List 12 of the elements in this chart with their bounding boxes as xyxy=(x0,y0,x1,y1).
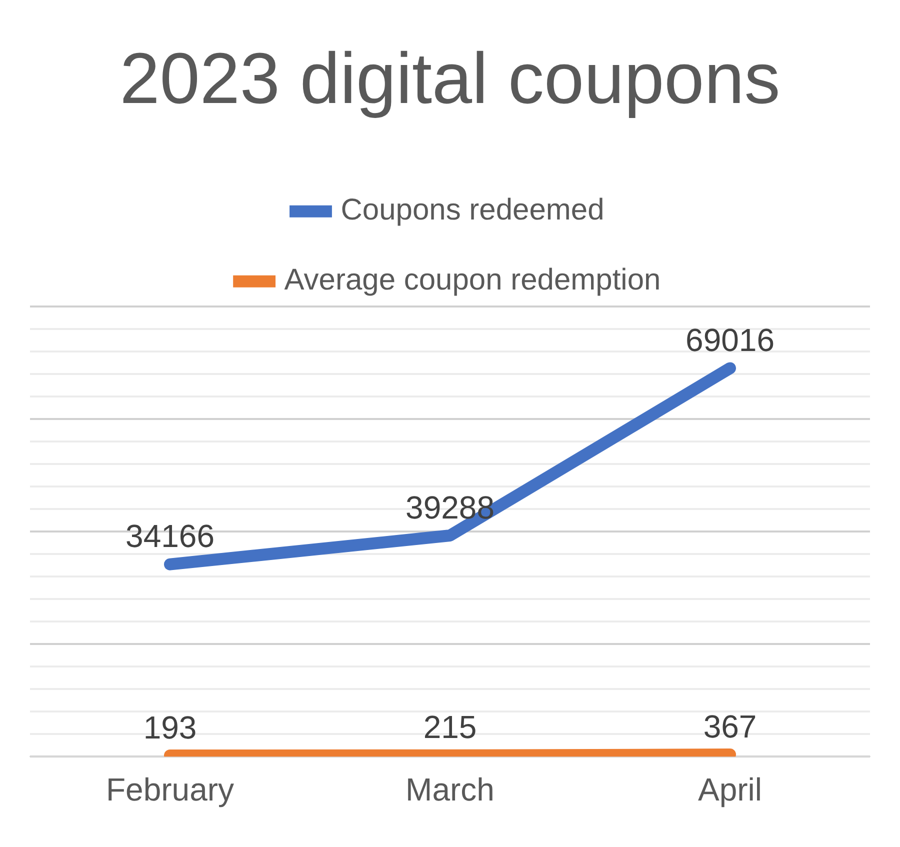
x-tick-label: February xyxy=(106,772,234,808)
data-label: 39288 xyxy=(406,489,494,526)
chart-title: 2023 digital coupons xyxy=(120,39,780,120)
data-label: 193 xyxy=(143,709,197,746)
data-label: 69016 xyxy=(686,322,774,358)
x-tick-label: March xyxy=(406,772,494,808)
legend-label: Coupons redeemed xyxy=(340,194,604,227)
legend-label: Average coupon redemption xyxy=(284,264,661,297)
data-label: 34166 xyxy=(126,518,214,554)
data-label: 215 xyxy=(423,709,477,746)
data-label: 367 xyxy=(703,708,757,744)
x-tick-label: April xyxy=(698,772,762,808)
